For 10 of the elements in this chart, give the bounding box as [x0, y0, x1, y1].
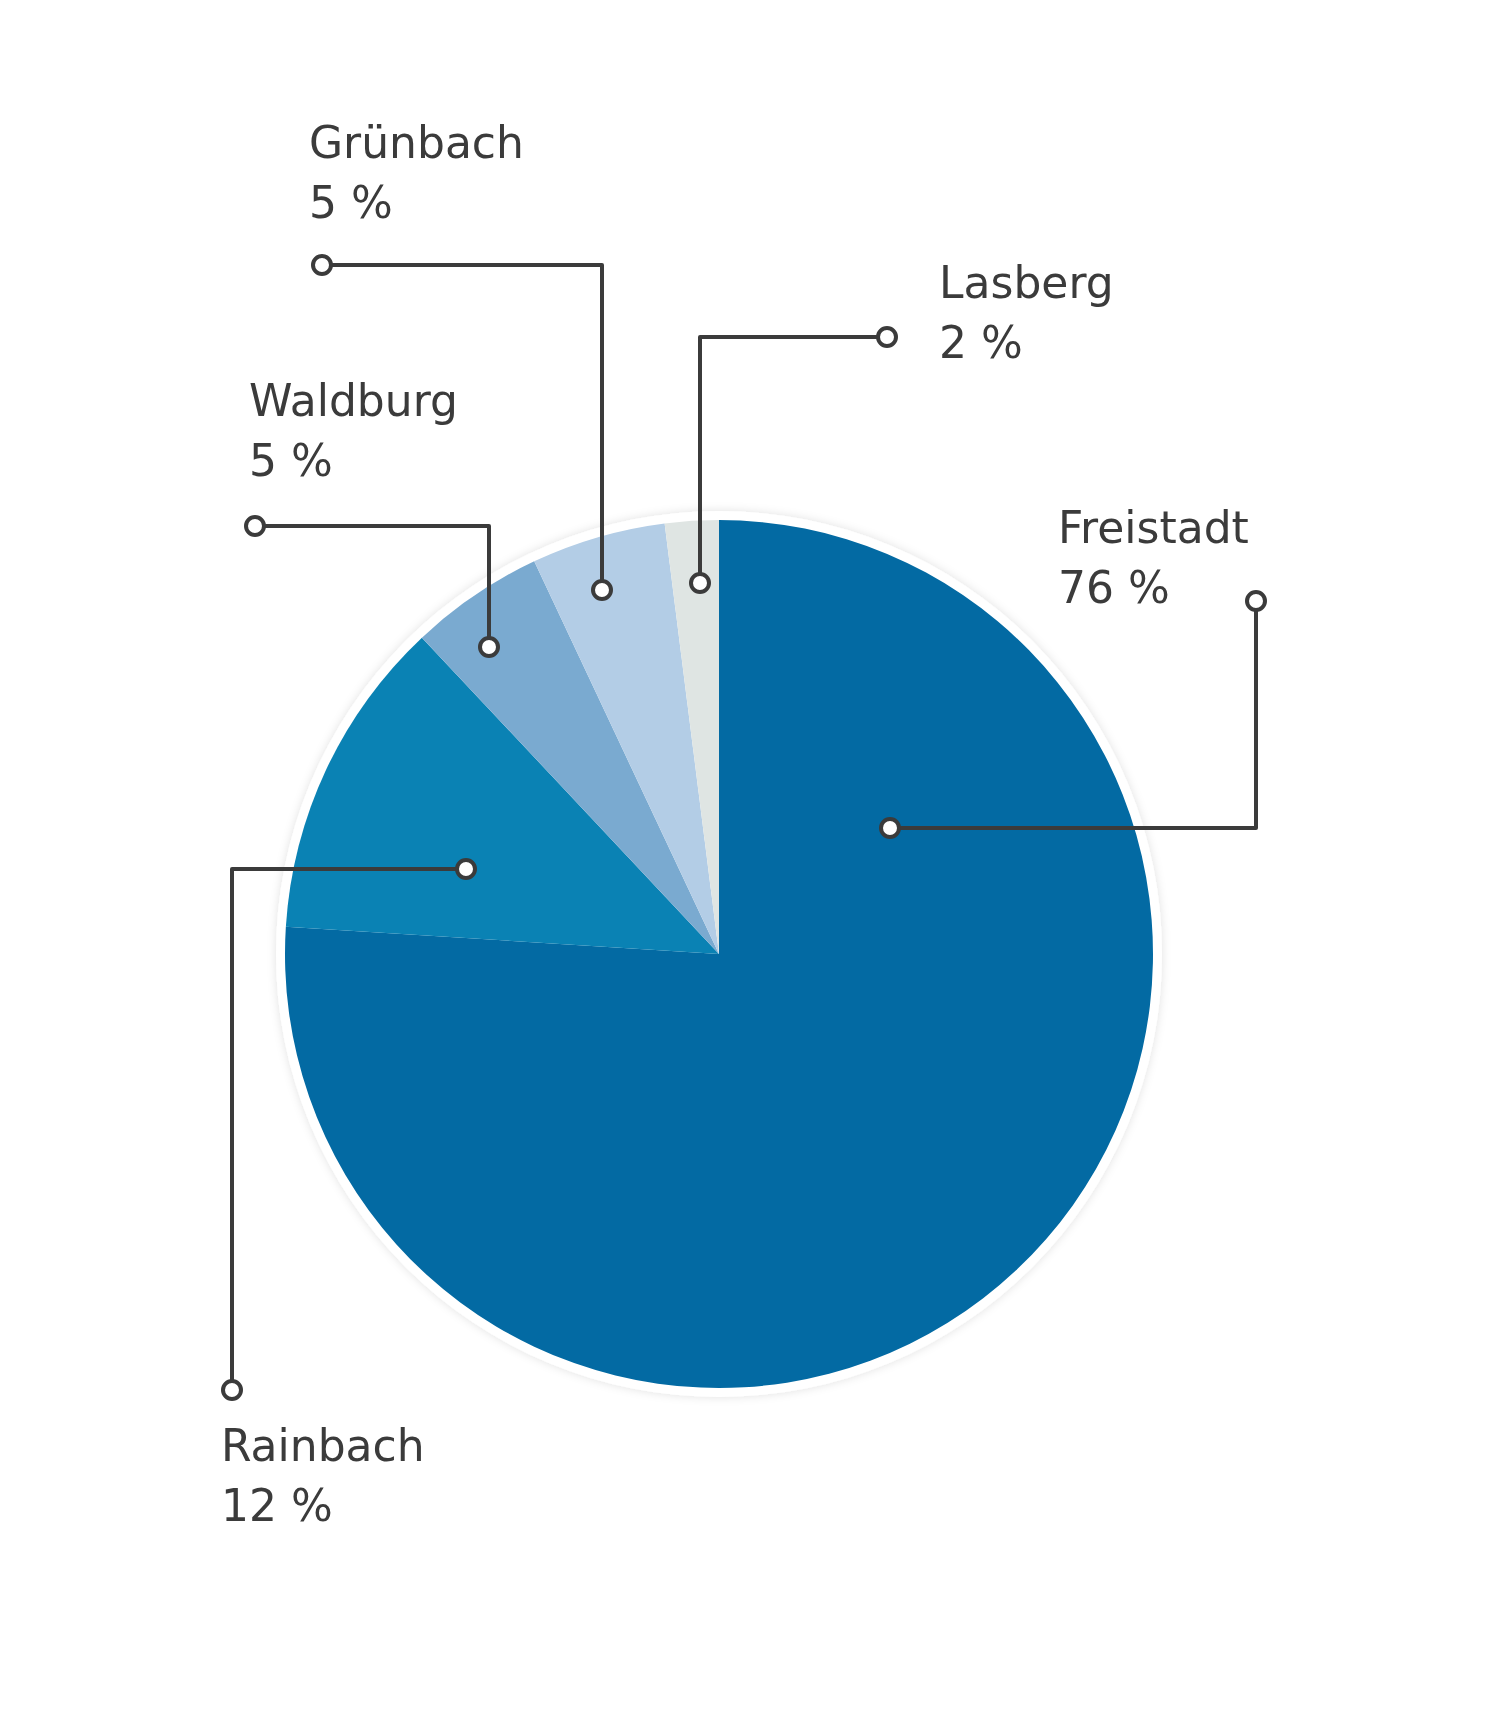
data-label: 76 %	[1058, 562, 1170, 613]
slice-label: Rainbach	[221, 1420, 425, 1471]
data-label: 5 %	[309, 177, 393, 228]
slice-label: Lasberg	[939, 257, 1114, 308]
slice-label: Waldburg	[249, 375, 458, 426]
slice-label: Grünbach	[309, 117, 524, 168]
data-label: 2 %	[939, 317, 1023, 368]
slice-label: Freistadt	[1058, 502, 1249, 553]
data-label: 12 %	[221, 1480, 333, 1531]
data-label: 5 %	[249, 435, 333, 486]
